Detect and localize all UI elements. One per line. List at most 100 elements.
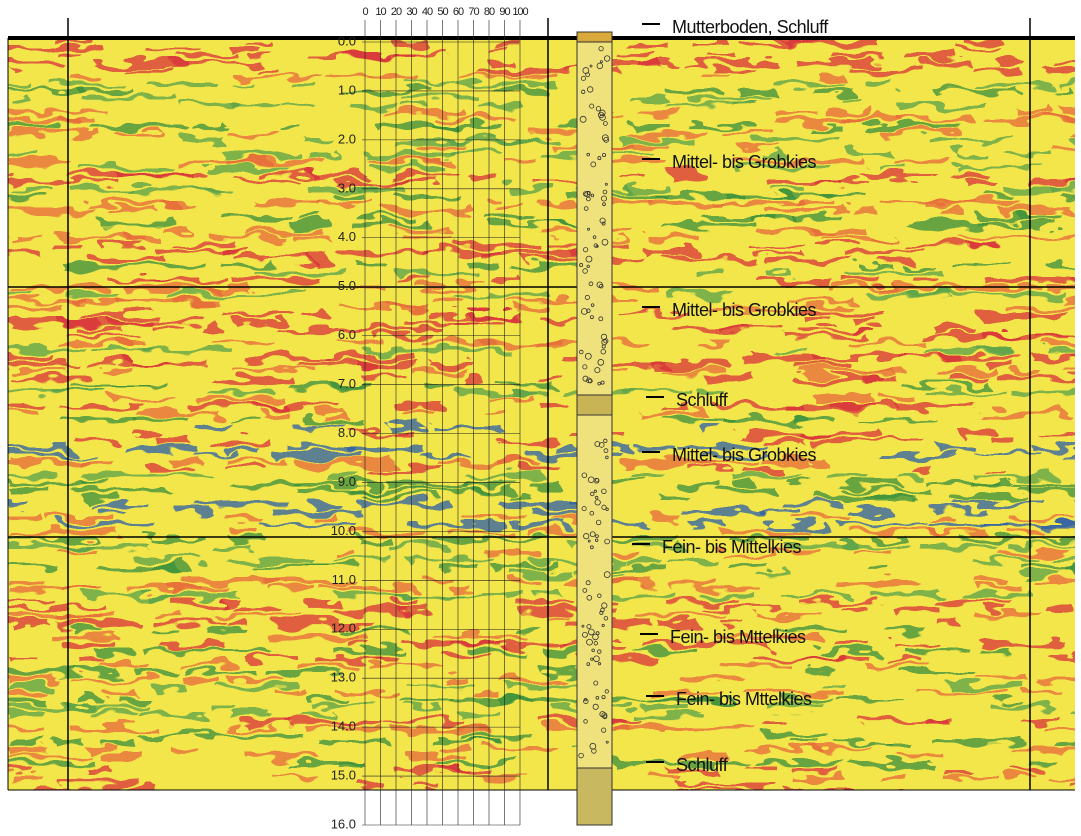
reflection bbox=[679, 61, 776, 64]
reflection bbox=[1048, 348, 1081, 353]
reflection bbox=[8, 453, 68, 457]
reflection bbox=[288, 446, 357, 451]
reflection bbox=[486, 551, 539, 556]
reflection bbox=[733, 481, 754, 486]
reflection bbox=[434, 299, 464, 304]
reflection bbox=[961, 236, 1037, 239]
reflection bbox=[508, 187, 557, 193]
reflection bbox=[8, 411, 37, 414]
reflection bbox=[884, 656, 920, 660]
reflection bbox=[80, 530, 119, 535]
reflection bbox=[543, 670, 581, 675]
reflection bbox=[884, 740, 906, 745]
reflection bbox=[178, 509, 213, 514]
reflection bbox=[372, 166, 443, 170]
reflection bbox=[989, 194, 1011, 199]
reflection bbox=[864, 376, 896, 381]
reflection bbox=[332, 607, 410, 613]
reflection bbox=[306, 138, 332, 143]
reflection bbox=[765, 208, 847, 212]
reflection bbox=[123, 285, 216, 291]
reflection bbox=[629, 712, 701, 717]
reflection bbox=[1050, 187, 1081, 192]
reflection bbox=[137, 733, 231, 737]
reflection bbox=[303, 712, 334, 717]
reflection bbox=[130, 362, 209, 366]
reflection bbox=[318, 740, 388, 743]
reflection bbox=[1018, 110, 1055, 116]
reflection bbox=[179, 54, 239, 58]
reflection bbox=[1020, 572, 1061, 577]
reflection bbox=[980, 649, 1010, 654]
reflection bbox=[1022, 719, 1062, 724]
reflection bbox=[81, 481, 111, 484]
reflection bbox=[740, 355, 825, 360]
layer-label: Fein- bis Mttelkies bbox=[676, 689, 812, 709]
reflection bbox=[839, 523, 927, 526]
depth-label: 0.0 bbox=[338, 33, 356, 48]
reflection bbox=[308, 565, 361, 568]
reflection bbox=[8, 82, 30, 87]
reflection bbox=[757, 614, 824, 618]
reflection bbox=[66, 292, 118, 297]
reflection bbox=[959, 47, 1000, 50]
reflection bbox=[671, 586, 759, 589]
reflection bbox=[774, 82, 843, 86]
reflection bbox=[233, 278, 320, 283]
reflection bbox=[853, 530, 936, 534]
reflection bbox=[264, 411, 288, 417]
reflection bbox=[765, 733, 828, 738]
reflection bbox=[867, 565, 888, 569]
reflection bbox=[689, 523, 725, 527]
reflection bbox=[488, 397, 535, 401]
reflection bbox=[52, 243, 81, 249]
reflection bbox=[1074, 355, 1081, 361]
reflection bbox=[95, 180, 120, 184]
reflection bbox=[8, 348, 85, 352]
reflection bbox=[836, 642, 870, 646]
reflection bbox=[633, 649, 697, 652]
reflection bbox=[824, 110, 876, 115]
reflection bbox=[985, 278, 1081, 283]
reflection bbox=[360, 502, 452, 507]
reflection bbox=[772, 348, 808, 352]
reflection bbox=[978, 313, 1069, 318]
reflection bbox=[357, 327, 442, 332]
reflection bbox=[191, 187, 229, 191]
reflection bbox=[648, 236, 699, 241]
reflection bbox=[319, 411, 346, 417]
reflection bbox=[475, 488, 516, 494]
reflection bbox=[396, 600, 419, 605]
reflection bbox=[459, 75, 528, 78]
reflection bbox=[1060, 453, 1081, 457]
reflection bbox=[8, 131, 101, 136]
reflection bbox=[397, 194, 459, 198]
reflection bbox=[219, 684, 300, 690]
reflection bbox=[245, 229, 295, 235]
reflection bbox=[638, 411, 708, 416]
reflection bbox=[980, 642, 1065, 647]
reflection bbox=[854, 551, 892, 555]
depth-label: 9.0 bbox=[338, 474, 356, 489]
reflection bbox=[275, 621, 373, 627]
reflection bbox=[706, 726, 756, 731]
reflection bbox=[1053, 61, 1081, 65]
reflection bbox=[255, 68, 277, 72]
reflection bbox=[536, 376, 563, 380]
reflection bbox=[822, 684, 845, 688]
depth-label: 4.0 bbox=[338, 229, 356, 244]
reflection bbox=[888, 628, 926, 634]
reflection bbox=[660, 369, 726, 373]
reflection bbox=[864, 495, 916, 498]
reflection bbox=[757, 509, 800, 512]
reflection bbox=[232, 607, 280, 612]
reflection bbox=[956, 502, 1047, 506]
reflection bbox=[1054, 740, 1081, 746]
reflection bbox=[1073, 628, 1081, 633]
reflection bbox=[8, 61, 61, 66]
reflection bbox=[157, 439, 192, 445]
reflection bbox=[138, 411, 219, 416]
reflection bbox=[149, 278, 229, 281]
reflection bbox=[1057, 82, 1081, 86]
reflection bbox=[976, 453, 1043, 456]
